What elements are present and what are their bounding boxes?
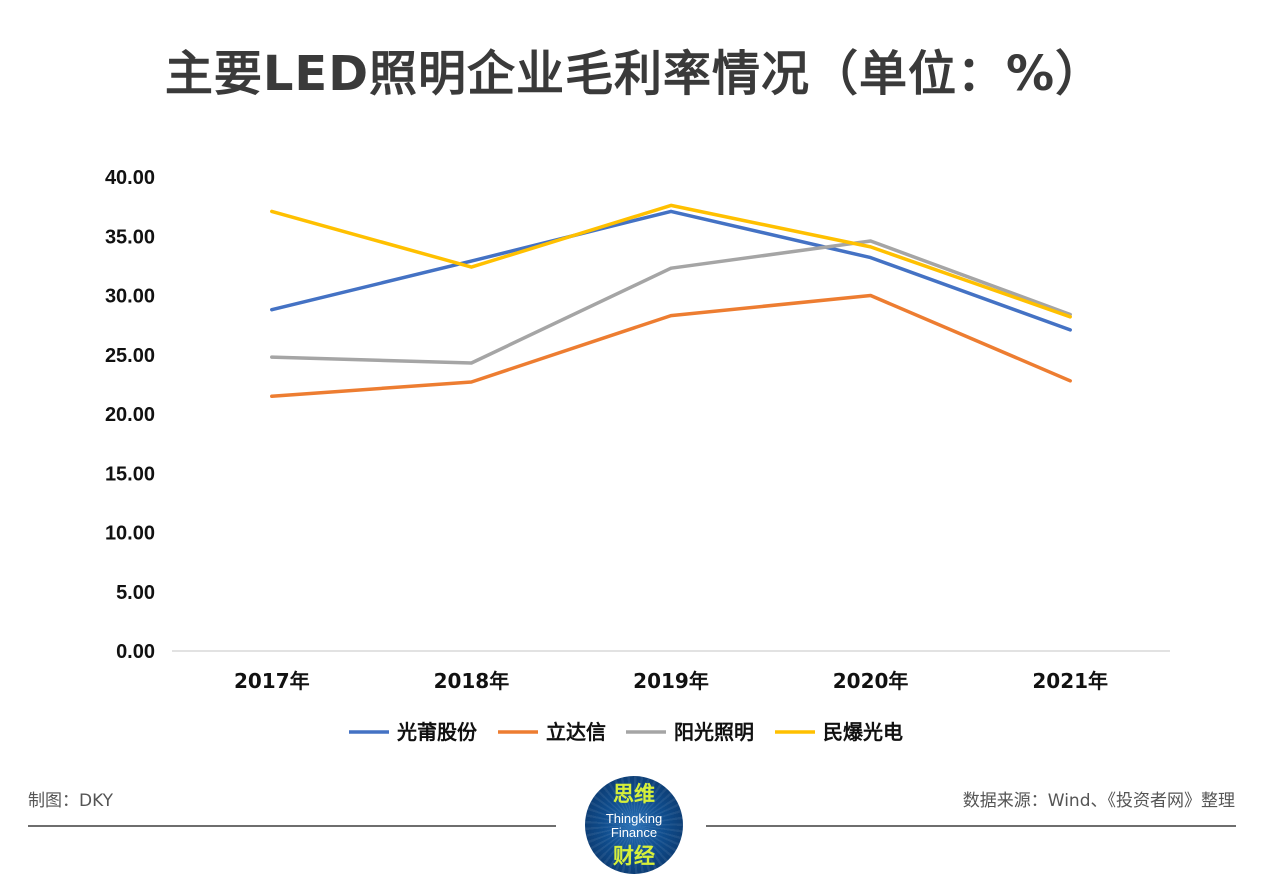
y-axis: 0.00 5.00 10.00 15.00 20.00 25.00 30.00 35.00 40… [105,167,155,663]
y-tick-label: 15.00 [105,463,155,485]
data-point [469,361,473,365]
data-source: 数据来源：Wind、《投资者网》整理 [962,791,1235,811]
data-point [270,209,274,213]
series-layer [270,203,1072,398]
series-line-2 [270,239,1072,365]
data-point [1068,315,1072,319]
y-tick-label: 30.00 [105,286,155,308]
y-tick-label: 10.00 [105,523,155,545]
data-point [1068,328,1072,332]
y-tick-label: 35.00 [105,226,155,248]
logo-text-bottom: 财经 [613,843,655,868]
footer-divider-left [28,825,556,827]
y-tick-label: 25.00 [105,345,155,367]
data-point [270,394,274,398]
brand-logo: 思维 Thingking Finance 财经 [585,776,683,874]
data-point [869,245,873,249]
data-point [1068,379,1072,383]
data-point [469,380,473,384]
data-point [869,294,873,297]
x-tick-label: 2020年 [833,669,909,693]
y-tick-label: 40.00 [105,167,155,189]
data-point [270,355,274,359]
x-tick-label: 2019年 [633,669,709,693]
logo-text-top: 思维 [613,781,655,806]
chart-credit: 制图：DKY [28,791,114,811]
data-point [270,308,274,312]
y-tick-label: 0.00 [116,641,155,663]
series-line-3 [270,203,1072,319]
x-tick-label: 2021年 [1032,669,1108,693]
logo-text-line1: Thingking [605,811,663,826]
data-point [669,266,673,270]
series-line-1 [270,293,1072,398]
chart-title: 主要LED照明企业毛利率情况（单位：%） [164,46,1105,102]
y-tick-label: 5.00 [116,582,155,604]
footer-divider-right [706,825,1236,827]
legend-label: 民爆光电 [823,720,903,744]
x-axis: 2017年 2018年 2019年 2020年 2021年 [172,650,1170,693]
x-tick-label: 2018年 [434,669,510,693]
logo-rays [585,776,683,874]
data-point [869,239,873,243]
legend: 光莆股份 立达信 阳光照明 民爆光电 [349,720,903,744]
legend-label: 光莆股份 [396,720,478,744]
logo-text-line2: Finance [610,825,658,840]
legend-label: 阳光照明 [674,720,754,744]
x-tick-label: 2017年 [234,669,310,693]
data-point [469,265,473,269]
data-point [469,259,473,263]
legend-label: 立达信 [546,720,606,744]
data-point [669,203,673,207]
data-point [669,209,673,213]
data-point [869,256,873,260]
y-tick-label: 20.00 [105,404,155,426]
data-point [669,314,673,318]
